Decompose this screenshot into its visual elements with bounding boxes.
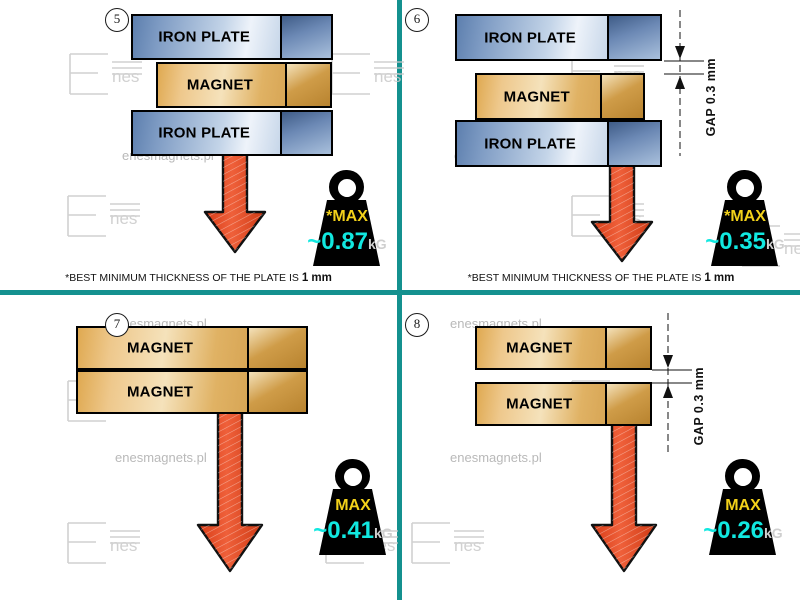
footnote-emphasis: 1 mm — [301, 272, 332, 284]
block-label: MAGNET — [503, 88, 570, 105]
block-side-face — [599, 75, 643, 118]
magnet-block-bottom: MAGNET — [76, 370, 308, 414]
weight-badge: *MAX ~0.35kG — [692, 166, 798, 270]
block-side-face — [607, 122, 660, 165]
magnet-block-bottom: MAGNET — [475, 382, 652, 426]
panel-8: 8 enesmagnets.pl nes enesmagnets.pl nes — [402, 295, 800, 600]
block-label: MAGNET — [186, 76, 254, 94]
block-label: IRON PLATE — [158, 28, 251, 46]
panel-6: 6 nes enesmagnets.pl nes nes — [402, 0, 800, 290]
footnote: *BEST MINIMUM THICKNESS OF THE PLATE IS … — [0, 272, 397, 284]
svg-text:nes: nes — [112, 67, 139, 86]
block-side-face — [279, 112, 331, 154]
footnote-text: *BEST MINIMUM THICKNESS OF THE PLATE IS — [65, 272, 302, 284]
footnote-text: *BEST MINIMUM THICKNESS OF THE PLATE IS — [467, 272, 705, 284]
enes-logo-watermark: nes — [67, 195, 140, 237]
block-side-face — [605, 384, 650, 424]
magnet-block: MAGNET — [156, 62, 332, 108]
gap-dimension: GAP 0.3 mm — [664, 6, 734, 166]
block-label: MAGNET — [506, 339, 573, 357]
iron-plate-top: IRON PLATE — [131, 14, 333, 60]
iron-plate-bottom: IRON PLATE — [131, 110, 333, 156]
panel-7: 7 enesmagnets.pl nes enesmagnets.pl nes … — [0, 295, 398, 600]
enes-logo-watermark: nes — [411, 522, 484, 564]
panel-number-5: 5 — [105, 8, 129, 32]
iron-plate-top: IRON PLATE — [455, 14, 662, 61]
svg-text:nes: nes — [454, 536, 481, 555]
footnote: *BEST MINIMUM THICKNESS OF THE PLATE IS … — [402, 272, 800, 284]
block-label: MAGNET — [126, 383, 194, 401]
force-arrow — [590, 407, 658, 573]
panel-number-6: 6 — [405, 8, 429, 32]
iron-plate-bottom: IRON PLATE — [455, 120, 662, 167]
panel-number-8: 8 — [405, 313, 429, 337]
svg-text:nes: nes — [110, 536, 137, 555]
weight-badge: MAX ~0.41kG — [300, 455, 406, 559]
magnet-block: MAGNET — [475, 73, 645, 120]
block-label: IRON PLATE — [484, 135, 576, 152]
magnet-block-top: MAGNET — [475, 326, 652, 370]
block-side-face — [605, 328, 650, 368]
panel-number-7: 7 — [105, 313, 129, 337]
block-side-face — [285, 64, 330, 106]
gap-dimension: GAP 0.3 mm — [652, 313, 722, 473]
block-side-face — [279, 16, 331, 58]
footnote-emphasis: 1 mm — [704, 272, 735, 284]
horizontal-divider — [0, 290, 800, 295]
gap-label: GAP 0.3 mm — [692, 367, 706, 446]
enes-logo-watermark: nes — [67, 522, 140, 564]
gap-label: GAP 0.3 mm — [704, 58, 718, 137]
block-side-face — [246, 372, 306, 412]
block-label: MAGNET — [506, 395, 573, 413]
weight-badge: *MAX ~0.87kG — [294, 166, 400, 270]
block-label: IRON PLATE — [158, 124, 251, 142]
block-label: MAGNET — [126, 339, 194, 357]
panel-5: 5 nes enesmagnets.pl nes nes — [0, 0, 404, 290]
gap-dimension-arrows — [664, 10, 704, 156]
gap-dimension-arrows — [652, 313, 692, 453]
svg-text:nes: nes — [110, 209, 137, 228]
force-arrow — [196, 407, 264, 573]
block-label: IRON PLATE — [484, 29, 576, 46]
vertical-divider — [397, 0, 402, 600]
url-watermark: enesmagnets.pl — [450, 450, 542, 465]
block-side-face — [607, 16, 660, 59]
block-side-face — [246, 328, 306, 368]
